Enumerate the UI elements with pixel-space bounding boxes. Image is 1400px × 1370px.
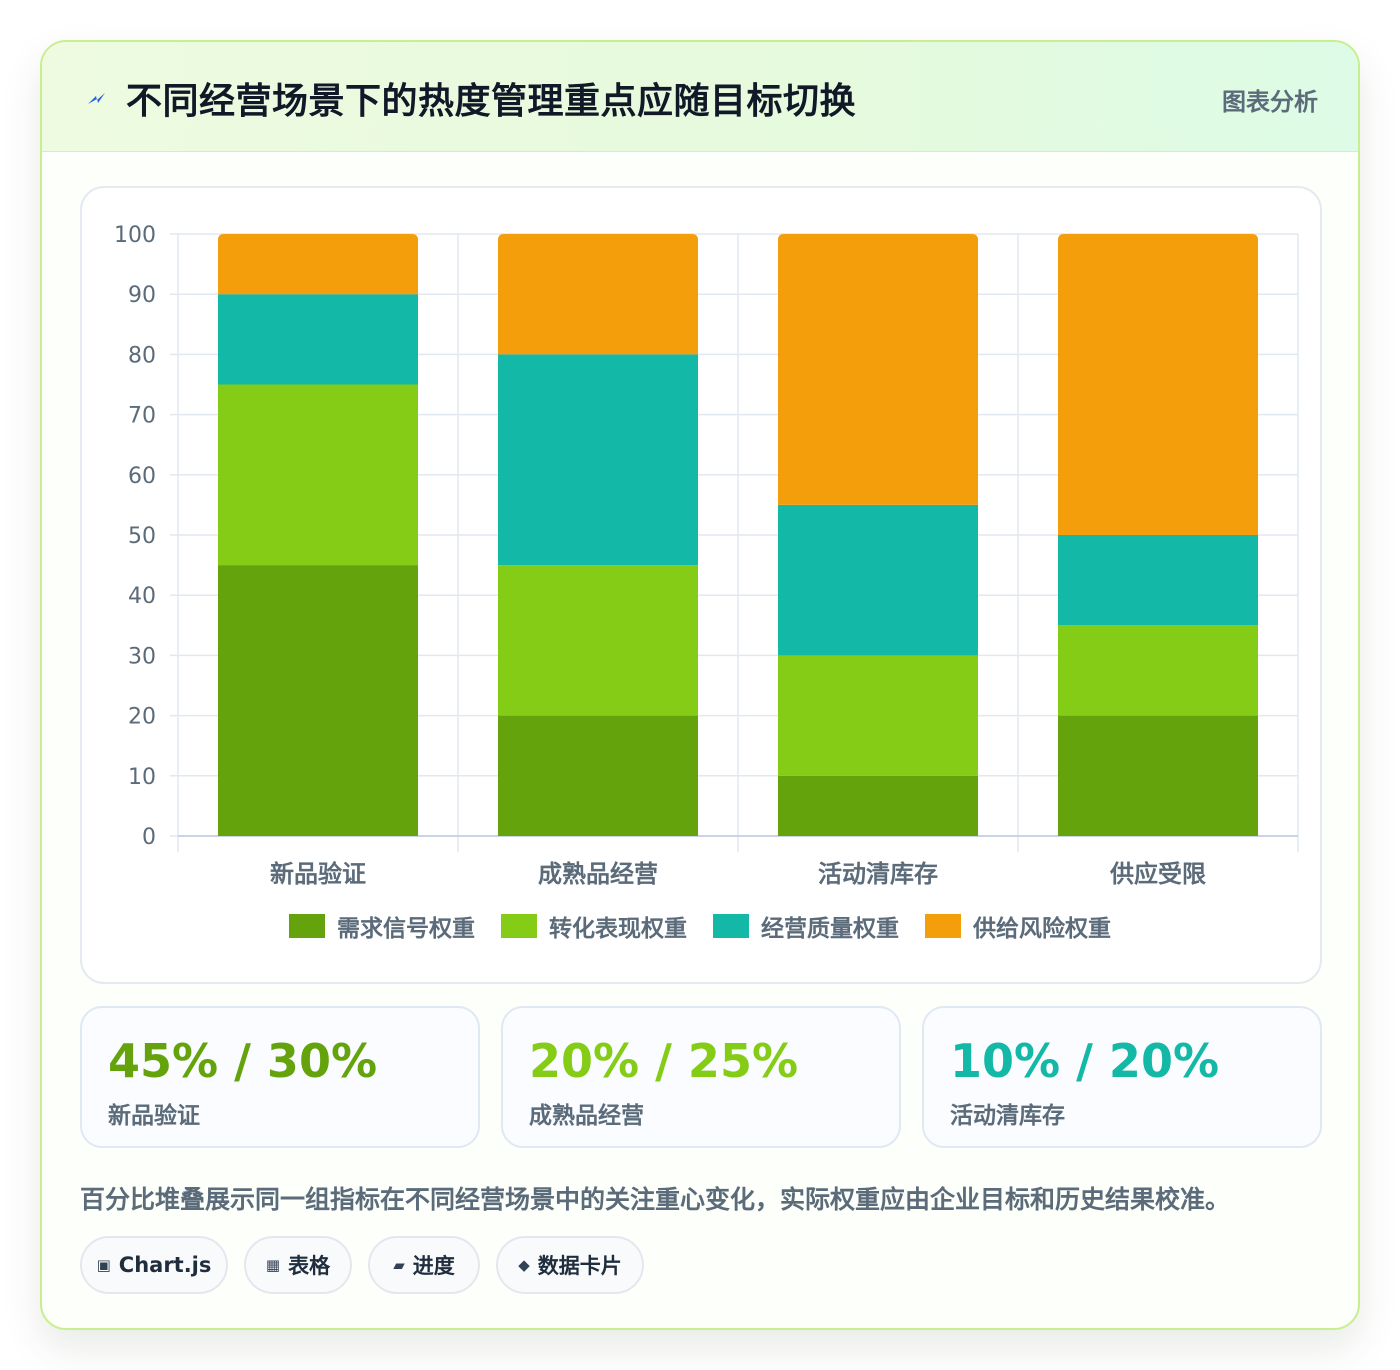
bar-segment (218, 565, 418, 836)
legend-label: 需求信号权重 (337, 915, 475, 942)
chart-note: 百分比堆叠展示同一组指标在不同经营场景中的关注重心变化，实际权重应由企业目标和历… (80, 1185, 1231, 1214)
x-tick-label: 成熟品经营 (538, 860, 658, 888)
y-tick-label: 70 (128, 404, 156, 429)
bar-segment (498, 354, 698, 566)
bar-segment (498, 715, 698, 836)
x-tick-label: 活动清库存 (818, 860, 938, 888)
y-tick-label: 80 (128, 343, 156, 368)
card-header: 不同经营场景下的热度管理重点应随目标切换 图表分析 (42, 42, 1358, 152)
bar-segment (218, 384, 418, 566)
bar-segment (778, 775, 978, 836)
stat-label: 新品验证 (108, 1103, 200, 1129)
tag-pill-datacard[interactable]: ◆ 数据卡片 (496, 1236, 644, 1294)
bar-segment (498, 234, 698, 355)
legend-swatch (925, 914, 961, 938)
stat-value: 45% / 30% (108, 1034, 378, 1088)
y-tick-label: 60 (128, 464, 156, 489)
y-tick-label: 100 (114, 223, 156, 248)
x-tick-label: 供应受限 (1109, 860, 1206, 888)
y-tick-label: 50 (128, 524, 156, 549)
tag-pill-label: 表格 (288, 1254, 331, 1278)
y-tick-label: 20 (128, 705, 156, 730)
tag-pill-label: 进度 (412, 1254, 455, 1278)
stat-value: 20% / 25% (529, 1034, 799, 1088)
chart-container: 0 10 20 30 40 50 60 70 80 90 100 新品验证 成熟品经营 活动清库存 供应受限… (80, 186, 1322, 984)
tag-pill-label: Chart.js (118, 1253, 212, 1277)
chart-tag: 图表分析 (1222, 88, 1318, 116)
tag-pill-table[interactable]: ▦ 表格 (244, 1236, 352, 1294)
legend-swatch (289, 914, 325, 938)
table-icon: ▦ (265, 1256, 281, 1274)
stat-card: 20% / 25% 成熟品经营 (501, 1006, 901, 1148)
tag-pill-chartjs[interactable]: ▣ Chart.js (80, 1236, 228, 1294)
legend-swatch (501, 914, 537, 938)
y-tick-label: 40 (128, 584, 156, 609)
card-icon: ◆ (518, 1256, 530, 1274)
x-tick-label: 新品验证 (270, 860, 366, 888)
y-tick-label: 30 (128, 644, 156, 669)
bar-segment (778, 504, 978, 656)
y-tick-label: 10 (128, 765, 156, 790)
bar-segment (218, 234, 418, 295)
stat-label: 成熟品经营 (529, 1103, 644, 1129)
tag-pill-label: 数据卡片 (537, 1254, 622, 1278)
bar-segment (218, 294, 418, 385)
stat-cards: 45% / 30% 新品验证 20% / 25% 成熟品经营 10% / 20%… (80, 1006, 1322, 1148)
bar-segment (1058, 715, 1258, 836)
stat-label: 活动清库存 (950, 1103, 1065, 1129)
bar-segment (498, 565, 698, 716)
bar-segment (778, 234, 978, 505)
bar-segment (778, 655, 978, 776)
legend-label: 供给风险权重 (972, 915, 1111, 942)
bar-segment (1058, 625, 1258, 716)
y-tick-label: 0 (142, 825, 156, 850)
legend-label: 经营质量权重 (761, 915, 899, 942)
stat-card: 10% / 20% 活动清库存 (922, 1006, 1322, 1148)
stacked-bar-chart: 0 10 20 30 40 50 60 70 80 90 100 新品验证 成熟品经营 活动清库存 供应受限… (114, 223, 1299, 942)
bar-segment (1058, 234, 1258, 535)
chart-icon: ▣ (96, 1256, 111, 1274)
bolt-icon (88, 93, 105, 104)
page-title: 不同经营场景下的热度管理重点应随目标切换 (126, 81, 857, 122)
tag-pill-progress[interactable]: ▰ 进度 (368, 1236, 480, 1294)
chart-card: 不同经营场景下的热度管理重点应随目标切换 图表分析 0 10 20 30 40 50 60 7… (40, 40, 1360, 1330)
progress-icon: ▰ (393, 1256, 405, 1274)
stat-card: 45% / 30% 新品验证 (80, 1006, 480, 1148)
legend-swatch (713, 914, 749, 938)
bar-segment (1058, 535, 1258, 626)
y-tick-label: 90 (128, 283, 156, 308)
stat-value: 10% / 20% (950, 1034, 1220, 1088)
legend-label: 转化表现权重 (549, 915, 687, 942)
